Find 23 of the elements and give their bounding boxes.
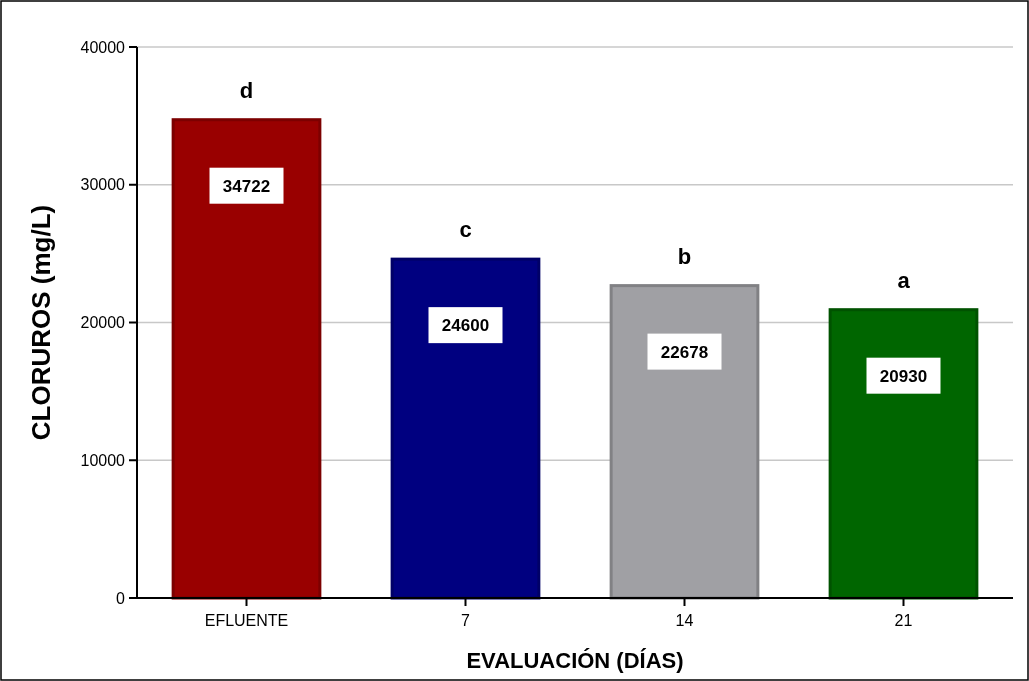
y-tick-label: 40000 [80,38,126,56]
data-label: 34722 [222,176,271,196]
data-label: 20930 [879,366,928,386]
data-label: 24600 [441,316,490,336]
bar [828,308,979,600]
annotation: a [897,267,911,293]
bar [390,257,541,600]
x-tick-label: EFLUENTE [204,612,289,629]
annotation: b [677,243,692,269]
annotation: c [459,217,472,243]
x-tick-label: 7 [461,612,471,629]
x-axis-title: EVALUACIÓN (DÍAS) [466,648,684,673]
y-tick-label: 0 [116,589,126,607]
x-tick-label: 14 [675,612,694,629]
annotation: d [239,77,254,103]
y-axis-title: CLORUROS (mg/L) [26,204,56,441]
bar [609,284,760,600]
y-tick-label: 30000 [80,176,126,194]
bar [171,118,322,600]
x-tick-label: 21 [894,612,913,629]
y-tick-label: 10000 [80,451,126,469]
y-tick-label: 20000 [80,314,126,332]
data-label: 22678 [660,342,709,362]
